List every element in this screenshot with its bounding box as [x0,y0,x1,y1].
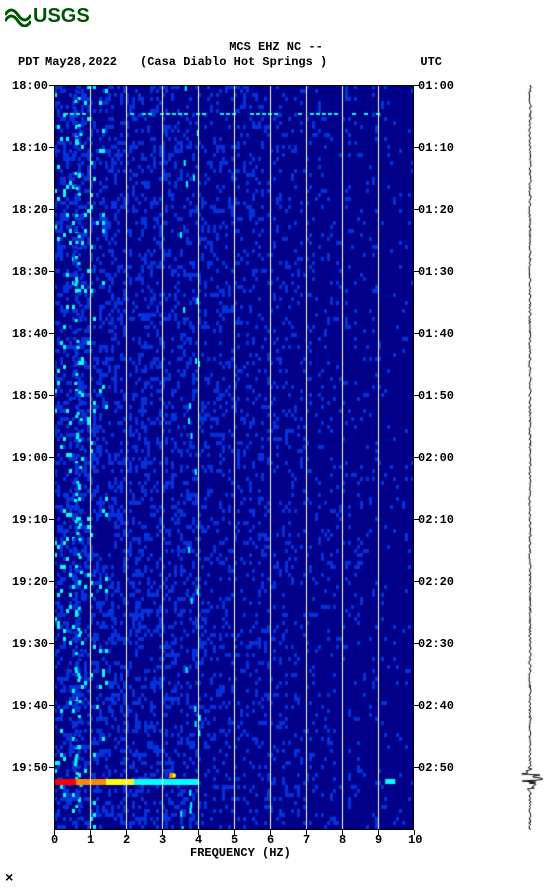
left-time-label: 18:40 [12,327,48,341]
right-time-label: 02:50 [418,761,454,775]
y-tick-mark [49,209,54,210]
x-tick-label: 8 [339,833,346,847]
chart-title: MCS EHZ NC -- [229,40,323,54]
left-time-label: 18:00 [12,79,48,93]
left-time-label: 18:10 [12,141,48,155]
y-tick-mark [49,643,54,644]
left-time-label: 18:30 [12,265,48,279]
logo-text: USGS [33,5,90,28]
y-tick-mark [49,767,54,768]
date-label: May28,2022 [45,55,117,69]
station-label: (Casa Diablo Hot Springs ) [140,55,327,69]
y-tick-mark [49,271,54,272]
right-time-label: 02:10 [418,513,454,527]
spectrogram-chart [54,85,414,830]
x-tick-label: 4 [195,833,202,847]
left-time-label: 19:30 [12,637,48,651]
left-time-label: 19:50 [12,761,48,775]
x-tick-label: 9 [375,833,382,847]
x-tick-label: 10 [408,833,422,847]
right-time-label: 01:50 [418,389,454,403]
y-tick-mark [49,333,54,334]
y-tick-mark [49,519,54,520]
utc-label: UTC [420,55,442,69]
x-tick-label: 2 [123,833,130,847]
left-time-label: 19:40 [12,699,48,713]
x-tick-label: 6 [267,833,274,847]
right-time-label: 02:20 [418,575,454,589]
right-time-label: 02:40 [418,699,454,713]
left-time-label: 18:20 [12,203,48,217]
right-time-label: 01:00 [418,79,454,93]
seismogram-strip [515,85,545,830]
x-tick-label: 3 [159,833,166,847]
y-tick-mark [49,705,54,706]
y-tick-mark [49,581,54,582]
right-time-label: 02:00 [418,451,454,465]
right-time-label: 01:40 [418,327,454,341]
x-tick-label: 5 [231,833,238,847]
x-tick-label: 7 [303,833,310,847]
left-time-label: 19:20 [12,575,48,589]
right-time-label: 01:30 [418,265,454,279]
usgs-logo: USGS [5,5,90,28]
y-tick-mark [49,457,54,458]
x-axis-title: FREQUENCY (HZ) [190,846,291,860]
left-time-label: 19:00 [12,451,48,465]
right-time-label: 02:30 [418,637,454,651]
y-tick-mark [49,147,54,148]
left-time-label: 18:50 [12,389,48,403]
spectrogram-canvas [54,85,414,830]
left-time-label: 19:10 [12,513,48,527]
x-tick-label: 1 [87,833,94,847]
footer-mark: × [5,871,13,887]
right-time-label: 01:10 [418,141,454,155]
y-tick-mark [49,85,54,86]
right-time-label: 01:20 [418,203,454,217]
pdt-label: PDT [18,55,40,69]
x-tick-label: 0 [51,833,58,847]
wave-icon [5,7,31,27]
y-tick-mark [49,395,54,396]
